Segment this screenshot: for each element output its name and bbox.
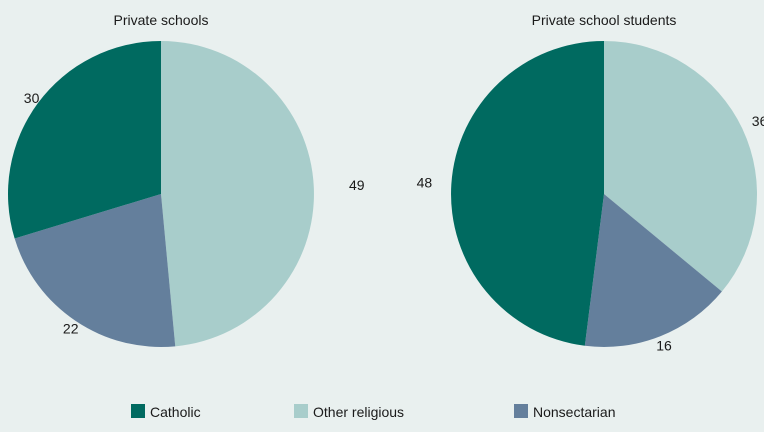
data-label-nonsectarian: 16	[656, 338, 672, 354]
pie-slice-other-religious	[161, 41, 314, 347]
pie-slice-nonsectarian	[584, 194, 722, 347]
data-label-other-religious: 49	[349, 177, 365, 193]
pie-private-schools: 49 22 30	[7, 41, 365, 347]
chart-title-private-school-students: Private school students	[532, 12, 677, 28]
data-label-catholic: 30	[24, 90, 40, 106]
legend-label-other-religious: Other religious	[313, 404, 404, 420]
pie-private-school-students: 36 16 48	[417, 41, 764, 354]
legend-swatch-other-religious	[294, 404, 308, 418]
pie-slice-catholic	[7, 41, 162, 239]
pie-slice-other-religious	[604, 41, 758, 292]
data-label-nonsectarian: 22	[63, 321, 79, 337]
data-label-catholic: 48	[417, 175, 433, 191]
legend-item-other-religious: Other religious	[294, 404, 404, 420]
pie-slice-catholic	[451, 41, 604, 346]
legend-swatch-nonsectarian	[514, 404, 528, 418]
chart-title-private-schools: Private schools	[114, 12, 209, 28]
legend-item-nonsectarian: Nonsectarian	[514, 404, 616, 420]
legend: Catholic Other religious Nonsectarian	[131, 404, 616, 420]
pie-slice-nonsectarian	[14, 194, 176, 347]
legend-label-catholic: Catholic	[150, 404, 201, 420]
legend-label-nonsectarian: Nonsectarian	[533, 404, 616, 420]
legend-swatch-catholic	[131, 404, 145, 418]
legend-item-catholic: Catholic	[131, 404, 201, 420]
data-label-other-religious: 36	[752, 113, 764, 129]
